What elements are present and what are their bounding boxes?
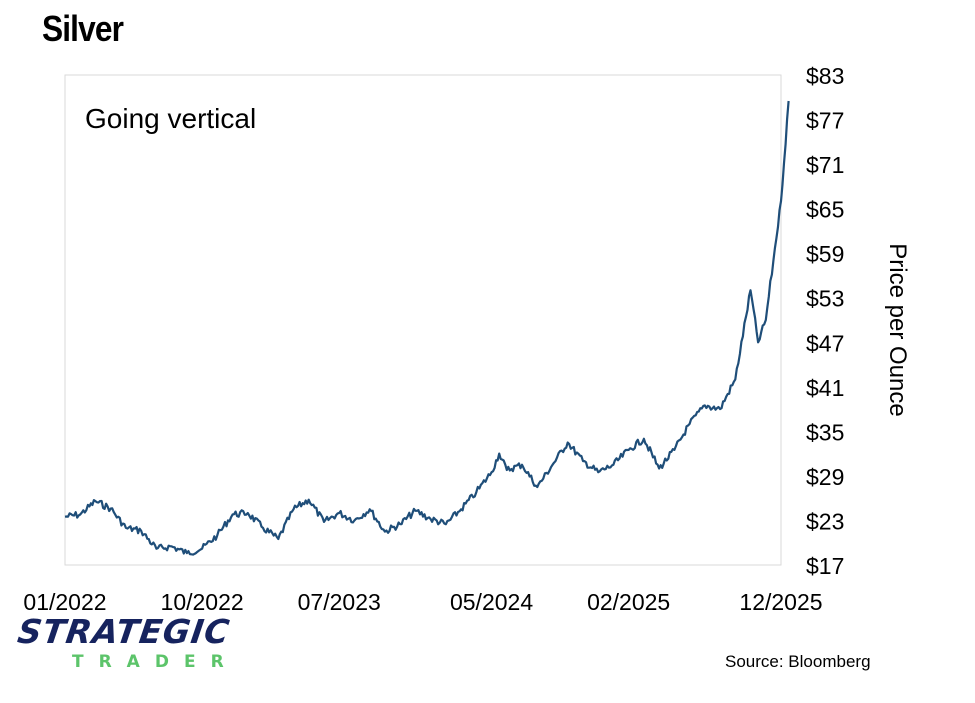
x-tick-label: 12/2025 (739, 589, 822, 615)
x-tick-label: 07/2023 (298, 589, 381, 615)
brand-logo-name: STRATEGIC (15, 612, 233, 651)
chart-title: Silver (42, 8, 124, 49)
y-tick-label: $59 (806, 241, 844, 267)
y-axis-ticks: $17 $23 $29 $35 $41 $47 $53 $59 $65 $71 $77 $83 (806, 63, 844, 579)
brand-logo-subtitle: TRADER (72, 652, 239, 672)
series-line (64, 100, 790, 556)
y-tick-label: $23 (806, 508, 844, 534)
y-tick-label: $53 (806, 286, 844, 312)
y-axis-label: Price per Ounce (884, 243, 911, 416)
source-note: Source: Bloomberg (725, 652, 871, 671)
y-tick-label: $35 (806, 419, 844, 445)
x-tick-label: 05/2024 (450, 589, 533, 615)
x-axis-ticks: 01/2022 10/2022 07/2023 05/2024 02/2025 12/20… (23, 589, 822, 615)
y-tick-label: $77 (806, 108, 844, 134)
y-tick-label: $71 (806, 152, 844, 178)
y-tick-label: $17 (806, 553, 844, 579)
y-tick-label: $41 (806, 375, 844, 401)
y-tick-label: $29 (806, 464, 844, 490)
x-tick-label: 02/2025 (587, 589, 670, 615)
plot-frame (64, 74, 782, 566)
y-tick-label: $83 (806, 63, 844, 89)
x-tick-label: 01/2022 (23, 589, 106, 615)
x-tick-label: 10/2022 (161, 589, 244, 615)
chart-annotation: Going vertical (85, 103, 256, 134)
y-tick-label: $47 (806, 330, 844, 356)
y-tick-label: $65 (806, 197, 844, 223)
